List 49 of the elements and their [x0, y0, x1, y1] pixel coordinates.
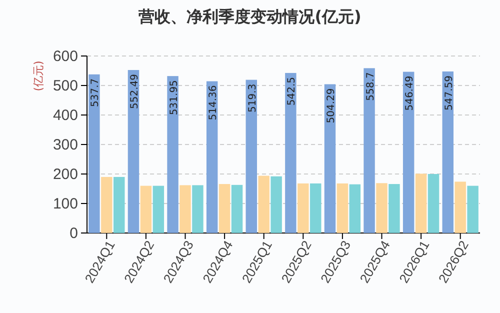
bar: [324, 84, 336, 233]
data-label: 542.5: [286, 76, 298, 106]
bar: [364, 68, 375, 233]
bar: [152, 186, 164, 233]
y-tick-label: 500: [52, 77, 78, 94]
data-label: 552.49: [129, 74, 140, 110]
y-tick-label: 0: [70, 224, 78, 242]
y-tick-label: 200: [52, 166, 78, 183]
bar: [218, 184, 230, 233]
bar: [415, 174, 427, 233]
y-tick-label: 100: [52, 195, 78, 212]
y-tick-label: 600: [52, 48, 78, 65]
y-tick-label: 300: [52, 136, 78, 154]
bar: [310, 183, 322, 233]
data-label: 546.49: [404, 76, 416, 111]
bar: [285, 72, 296, 233]
y-axis-title: (亿元): [32, 60, 45, 92]
data-label: 504.29: [326, 88, 337, 124]
data-label: 558.7: [365, 72, 376, 101]
bar: [180, 185, 191, 233]
data-label: 531.95: [168, 80, 180, 116]
bar: [467, 186, 478, 233]
data-label: 514.36: [208, 85, 220, 120]
bar: [388, 184, 400, 233]
bar: [140, 186, 152, 233]
bar: [454, 182, 466, 233]
bar: [428, 174, 440, 233]
bar: [270, 176, 282, 233]
bar: [258, 176, 270, 233]
bar: [402, 72, 414, 233]
data-label: 537.7: [90, 78, 102, 108]
bar: [246, 80, 257, 233]
data-label: 519.3: [247, 84, 258, 112]
chart-title: 营收、净利季度变动情况(亿元): [138, 7, 362, 26]
bar: [336, 183, 348, 233]
bar: [349, 184, 361, 233]
bar: [128, 70, 140, 233]
bar: [442, 71, 454, 233]
bar: [192, 185, 204, 233]
y-tick-label: 400: [52, 106, 78, 124]
bar: [298, 183, 309, 233]
bar: [376, 183, 388, 233]
bar: [114, 176, 125, 233]
data-label: 547.59: [444, 75, 455, 110]
bar: [231, 184, 243, 233]
bar: [206, 81, 218, 233]
bar: [167, 76, 178, 233]
bar: [101, 176, 112, 233]
bar: [88, 74, 100, 233]
